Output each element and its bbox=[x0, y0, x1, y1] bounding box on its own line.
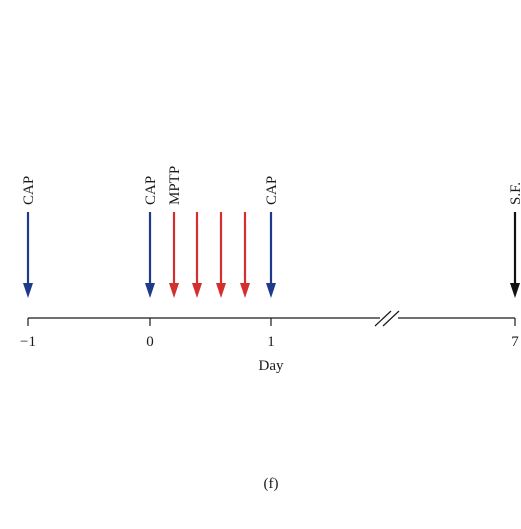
event-arrows: CAP CAP MPTP CAP S.F. bbox=[21, 166, 521, 298]
arrow-head bbox=[169, 283, 179, 298]
arrow-head bbox=[145, 283, 155, 298]
arrow-label: MPTP bbox=[167, 166, 183, 205]
cap-arrow-day-1: CAP bbox=[264, 176, 280, 298]
arrow-label: CAP bbox=[143, 176, 159, 205]
arrow-head bbox=[216, 283, 226, 298]
arrow-head bbox=[510, 283, 520, 298]
axis-break-mark-2 bbox=[382, 310, 400, 327]
axis-ticks: −1 0 1 7 bbox=[20, 318, 519, 350]
arrow-label: CAP bbox=[21, 176, 37, 205]
arrow-head bbox=[240, 283, 250, 298]
arrow-label: S.F. bbox=[508, 182, 521, 205]
axis-break-mark-1 bbox=[374, 310, 392, 327]
arrow-head bbox=[266, 283, 276, 298]
axis-label: Day bbox=[259, 358, 284, 374]
sf-arrow-day-7: S.F. bbox=[508, 182, 521, 298]
arrow-label: CAP bbox=[264, 176, 280, 205]
cap-arrow-day-0: CAP bbox=[143, 176, 159, 298]
axis-tick-label: 7 bbox=[511, 334, 519, 350]
mptp-arrow-4 bbox=[240, 212, 250, 298]
mptp-arrow-2 bbox=[192, 212, 202, 298]
mptp-arrow-3 bbox=[216, 212, 226, 298]
axis-tick-label: 0 bbox=[146, 334, 154, 350]
panel-label: (f) bbox=[264, 476, 279, 492]
cap-arrow-day-minus1: CAP bbox=[21, 176, 37, 298]
axis-tick-label: 1 bbox=[267, 334, 275, 350]
mptp-arrow-1: MPTP bbox=[167, 166, 183, 298]
arrow-head bbox=[23, 283, 33, 298]
arrow-head bbox=[192, 283, 202, 298]
axis-tick-label: −1 bbox=[20, 334, 36, 350]
